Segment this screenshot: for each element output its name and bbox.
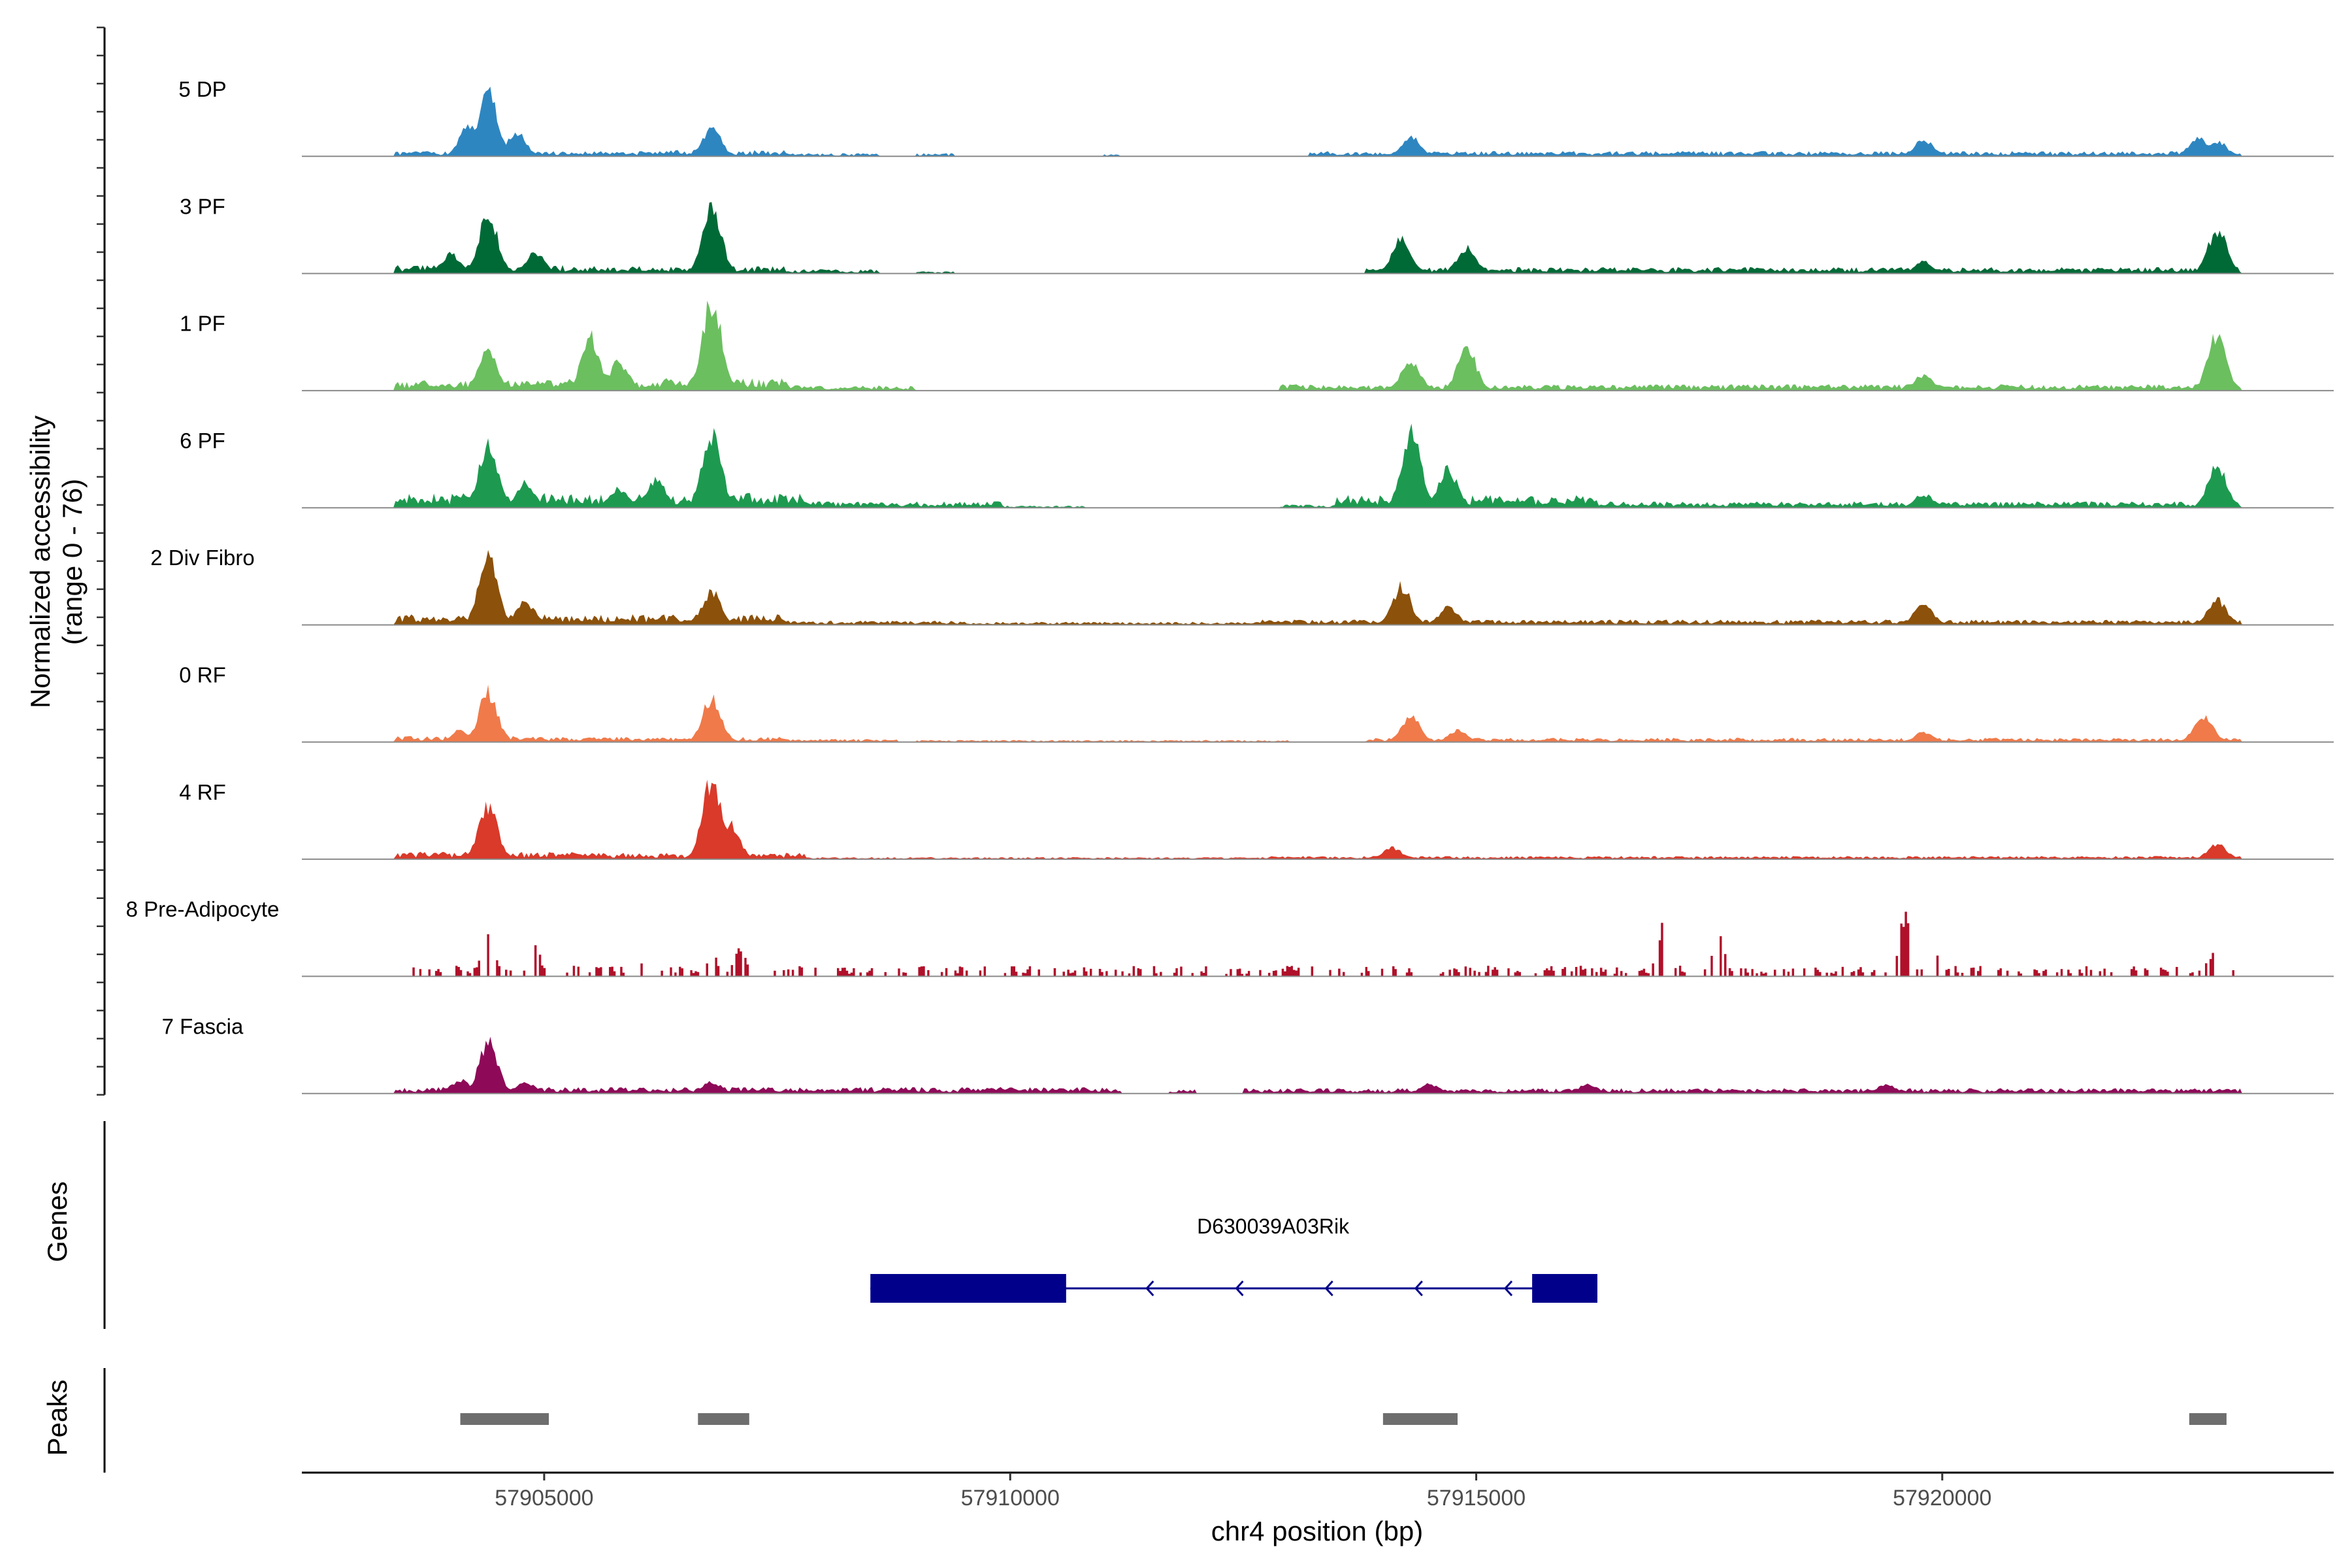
x-tick-label: 57920000 [1893, 1486, 1991, 1511]
track-6-pf: 6 PF [180, 423, 2334, 509]
peak-region [2189, 1413, 2227, 1425]
track-label: 2 Div Fibro [150, 546, 255, 570]
track-8-pre-adipocyte: 8 Pre-Adipocyte [126, 897, 2334, 977]
track-label: 7 Fascia [162, 1014, 244, 1038]
track-4-rf: 4 RF [179, 779, 2334, 860]
track-7-fascia: 7 Fascia [162, 1014, 2334, 1094]
track-5-dp: 5 DP [178, 77, 2334, 157]
coverage-area [302, 1036, 2334, 1094]
x-axis-title: chr4 position (bp) [1211, 1516, 1424, 1546]
coverage-area [302, 549, 2334, 625]
coverage-area [302, 685, 2334, 742]
coverage-area [302, 911, 2334, 977]
strand-arrow [1414, 1280, 1423, 1297]
coverage-area [302, 779, 2334, 860]
strand-arrow [1145, 1280, 1154, 1297]
strand-arrow [1235, 1280, 1244, 1297]
left-axes [97, 26, 106, 1473]
track-label: 5 DP [178, 77, 226, 101]
x-axis: 57905000 57910000 57915000 57920000 [302, 1471, 2334, 1511]
gene-exon [870, 1274, 1066, 1303]
coverage-area [302, 301, 2334, 391]
track-3-pf: 3 PF [180, 194, 2334, 274]
coverage-tracks: 5 DP 3 PF 1 PF 6 PF 2 Div Fibro 0 RF 4 RF 8 Pre… [126, 77, 2334, 1094]
track-label: 3 PF [180, 194, 225, 218]
track-1-pf: 1 PF [180, 301, 2334, 391]
gene-model: D630039A03Rik [870, 1215, 1597, 1303]
coverage-area [302, 202, 2334, 274]
gene-name-label: D630039A03Rik [1197, 1215, 1350, 1238]
peak-region [1382, 1413, 1458, 1425]
coverage-area [302, 423, 2334, 508]
gene-exon [1532, 1274, 1597, 1303]
x-tick-label: 57910000 [961, 1486, 1060, 1511]
peaks-track [460, 1413, 2227, 1425]
track-2-div-fibro: 2 Div Fibro [150, 546, 2334, 626]
peaks-axis-title: Peaks [42, 1380, 73, 1456]
x-tick-label: 57905000 [495, 1486, 593, 1511]
coverage-area [302, 86, 2334, 157]
strand-arrow [1324, 1280, 1333, 1297]
gene-annotation-track: D630039A03Rik [870, 1215, 1597, 1303]
y-axis-title-line-1: Normalized accessibility [25, 416, 56, 708]
track-label: 0 RF [179, 663, 226, 687]
peak-region [698, 1413, 749, 1425]
track-label: 1 PF [180, 312, 225, 336]
y-axis-title-line-2: (range 0 - 76) [57, 479, 88, 645]
peak-region [460, 1413, 549, 1425]
track-label: 6 PF [180, 429, 225, 453]
strand-arrow [1503, 1280, 1513, 1297]
track-label: 4 RF [179, 780, 226, 804]
genes-axis-title: Genes [42, 1181, 73, 1262]
track-0-rf: 0 RF [179, 663, 2334, 743]
x-tick-label: 57915000 [1427, 1486, 1526, 1511]
track-label: 8 Pre-Adipocyte [126, 897, 280, 921]
